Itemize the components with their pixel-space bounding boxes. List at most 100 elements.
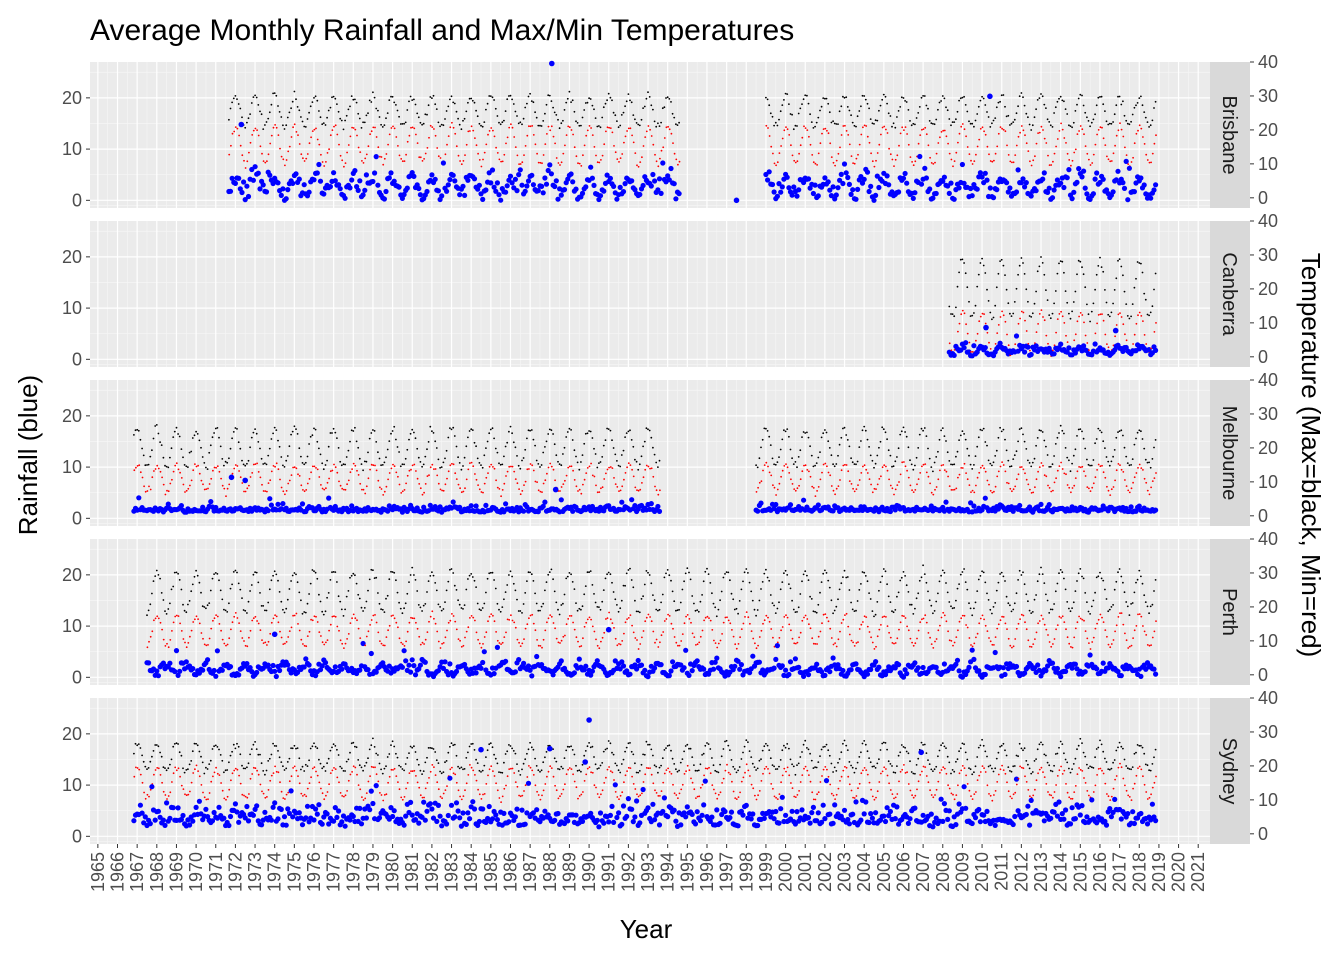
max-temperature-point [1144,298,1147,301]
rainfall-point [514,188,520,194]
min-temperature-point [1050,164,1053,166]
min-temperature-point [875,488,877,490]
max-temperature-point [489,95,492,97]
max-temperature-point [999,260,1001,262]
max-temperature-point [900,96,903,99]
rainfall-point [165,501,171,507]
max-temperature-point [1084,111,1087,114]
min-temperature-point [410,126,412,129]
min-temperature-point [1094,332,1097,335]
max-temperature-point [950,463,952,466]
min-temperature-point [546,133,548,135]
min-temperature-point [339,154,342,157]
max-temperature-point [804,432,807,434]
rainfall-point [403,658,409,664]
rainfall-point [399,664,405,670]
rainfall-point [288,670,294,676]
min-temperature-point [989,489,992,492]
min-temperature-point [952,489,954,491]
max-temperature-point [948,460,951,462]
rainfall-point [571,670,578,676]
rainfall-point [1038,501,1044,507]
min-temperature-point [388,472,391,474]
min-temperature-point [518,163,520,166]
max-temperature-point [964,104,967,106]
max-temperature-point [209,444,212,447]
min-temperature-point [262,160,265,163]
min-temperature-point [1027,342,1030,345]
min-temperature-point [1006,481,1008,484]
min-temperature-point [1045,142,1048,144]
max-temperature-point [981,429,983,432]
max-temperature-point [470,97,473,100]
min-temperature-point [439,647,442,649]
max-temperature-point [991,122,993,125]
max-temperature-point [157,432,160,435]
min-temperature-point [400,641,403,644]
rainfall-point [317,178,324,184]
min-temperature-point [1140,315,1143,317]
min-temperature-point [285,490,288,492]
min-temperature-point [1078,130,1080,132]
min-temperature-point [256,129,258,132]
max-temperature-point [399,123,402,125]
max-temperature-point [1102,103,1105,106]
max-temperature-point [635,460,638,463]
min-temperature-point [189,484,191,487]
max-temperature-point [907,446,910,449]
max-temperature-point [255,96,258,99]
max-temperature-point [802,431,805,433]
max-temperature-point [904,100,906,102]
max-temperature-point [547,573,550,576]
max-temperature-point [465,110,468,113]
max-temperature-point [357,112,360,115]
min-temperature-point [1117,129,1120,132]
min-temperature-point [379,640,381,642]
max-temperature-point [1041,95,1044,98]
min-temperature-point [557,162,560,164]
max-temperature-point [896,456,898,458]
min-temperature-point [246,487,249,490]
min-temperature-point [311,465,314,468]
min-temperature-point [601,486,604,489]
rainfall-point [995,506,1002,512]
min-temperature-point [536,152,538,155]
max-temperature-point [648,429,651,432]
max-temperature-point [193,575,196,578]
max-temperature-point [1082,104,1085,107]
max-temperature-point [835,463,838,465]
min-temperature-point [582,483,584,486]
max-temperature-point [820,436,823,439]
max-temperature-point [519,121,522,124]
max-temperature-point [445,449,448,452]
min-temperature-point [973,160,976,163]
max-temperature-point [1077,97,1080,100]
max-temperature-point [352,430,355,432]
rainfall-point [886,182,892,188]
min-temperature-point [1083,133,1085,136]
rainfall-point [208,499,214,505]
max-temperature-point [1094,113,1096,116]
max-temperature-point [149,603,152,606]
min-temperature-point [470,615,473,617]
min-temperature-point [555,637,558,640]
max-temperature-point [301,612,304,615]
min-temperature-point [541,491,543,493]
max-temperature-point [979,262,982,264]
min-temperature-point [835,487,838,490]
rainfall-point [1123,158,1129,164]
min-temperature-point [593,146,596,148]
max-temperature-point [571,99,574,102]
max-temperature-point [426,591,428,593]
min-temperature-point [958,132,961,135]
max-temperature-point [602,444,605,447]
max-temperature-point [1071,310,1073,313]
max-temperature-point [1064,447,1067,449]
min-temperature-point [1063,137,1066,139]
max-temperature-point [319,116,322,119]
max-temperature-point [499,123,502,126]
max-temperature-point [503,119,505,122]
max-temperature-point [498,462,500,465]
max-temperature-point [373,577,376,579]
max-temperature-point [825,431,828,434]
